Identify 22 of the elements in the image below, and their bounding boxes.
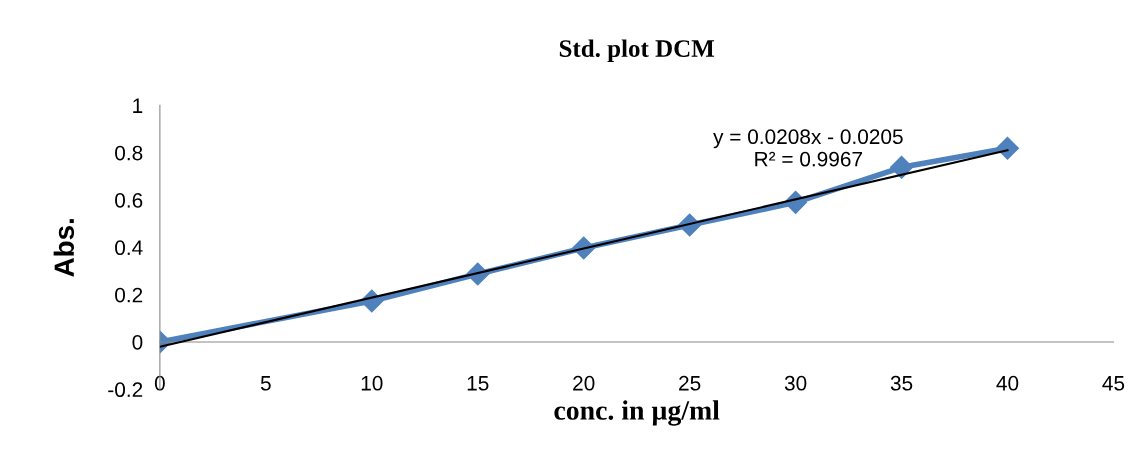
- x-tick-label: 5: [260, 376, 271, 391]
- y-tick-label: 1: [133, 98, 143, 113]
- chart-title: Std. plot DCM: [559, 39, 715, 63]
- x-tick-label: 40: [996, 375, 1019, 391]
- x-tick-label: 30: [784, 375, 807, 391]
- annotation: y = 0.0208x - 0.0205 R² = 0.9967: [713, 129, 903, 167]
- x-tick-label: 20: [573, 375, 595, 391]
- x-tick-label: 25: [679, 375, 701, 391]
- y-tick-label: 0.2: [115, 287, 143, 303]
- x-tick-label: 0: [154, 375, 165, 391]
- y-tick-label: -0.2: [108, 382, 143, 398]
- x-tick-label: 45: [1102, 376, 1125, 391]
- x-axis-title: conc. in µg/ml: [554, 400, 720, 426]
- y-tick-label: 0: [132, 334, 143, 350]
- y-tick-label: 0.4: [115, 240, 143, 256]
- y-tick-label: 0.6: [115, 192, 143, 208]
- x-tick-label: 15: [467, 376, 489, 391]
- y-tick-label: 0.8: [115, 145, 143, 161]
- y-axis-title: Abs.: [53, 219, 75, 277]
- x-tick-label: 35: [890, 375, 913, 391]
- point: [995, 136, 1019, 160]
- x-tick-label: 10: [361, 375, 383, 391]
